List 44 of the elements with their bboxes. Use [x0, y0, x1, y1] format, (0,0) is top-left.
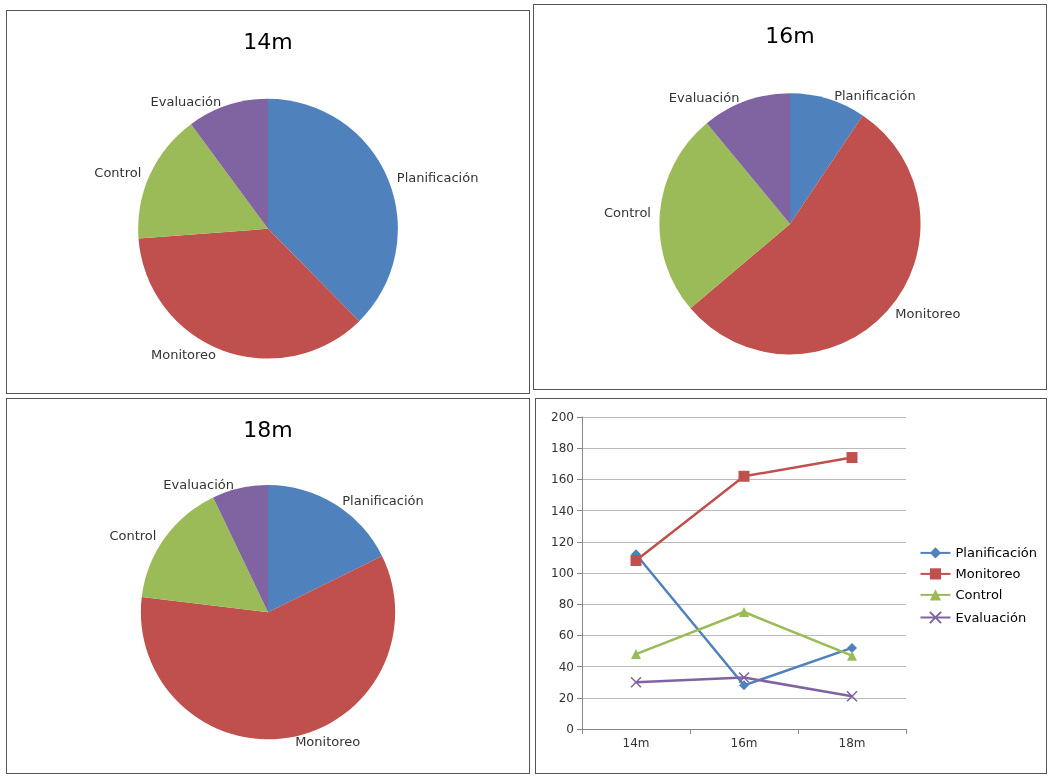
slice-label: Evaluación [668, 89, 740, 105]
point [739, 607, 749, 617]
y-tick-label: 0 [566, 722, 574, 736]
slice-label: Monitoreo [895, 306, 961, 321]
y-tick-label: 100 [551, 566, 574, 580]
point [630, 555, 642, 567]
slice-label: Evaluación [163, 476, 234, 492]
point [738, 470, 750, 482]
legend-label: Monitoreo [955, 566, 1021, 582]
slice-label: Planificación [834, 87, 916, 103]
y-tick-label: 20 [558, 690, 574, 705]
chart-title: 18m [243, 416, 293, 442]
x-tick-label: 14m [622, 736, 650, 750]
y-tick-label: 180 [551, 441, 574, 456]
slice-label: Planificación [342, 493, 424, 509]
y-tick-label: 40 [558, 659, 574, 674]
slice-label: Control [109, 528, 157, 544]
y-tick-label: 120 [551, 534, 574, 549]
point [847, 650, 857, 661]
y-tick-label: 200 [551, 410, 574, 424]
legend-label: Evaluación [955, 610, 1027, 625]
y-tick-label: 80 [558, 597, 574, 612]
point [846, 452, 858, 464]
x-tick-label: 16m [730, 736, 758, 750]
slice-label: Control [603, 204, 651, 220]
point [847, 642, 857, 653]
y-tick-label: 140 [551, 503, 574, 518]
slice-label: Evaluación [150, 94, 222, 110]
slice-label: Planificación [396, 170, 479, 186]
slice-label: Monitoreo [295, 733, 361, 749]
point [631, 649, 641, 660]
legend-label: Planificación [955, 545, 1038, 561]
chart-title: 16m [765, 22, 815, 48]
y-tick-label: 60 [558, 628, 574, 643]
slice-label: Monitoreo [150, 346, 217, 362]
slice-label: Control [94, 165, 142, 181]
x-tick-label: 18m [838, 736, 866, 750]
point [738, 671, 750, 684]
point [739, 680, 749, 691]
chart-title: 14m [243, 28, 293, 54]
legend-label: Control [955, 587, 1003, 603]
point [630, 676, 642, 688]
y-tick-label: 160 [551, 472, 574, 487]
point [846, 690, 858, 702]
